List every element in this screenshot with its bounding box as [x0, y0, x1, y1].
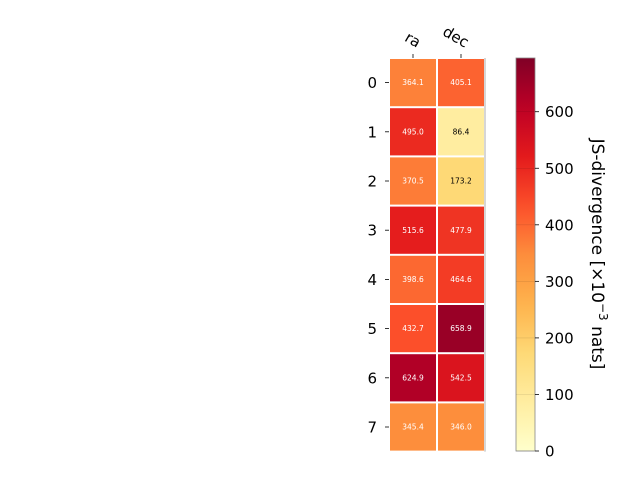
heatmap-cell-label: 464.6 — [450, 275, 472, 284]
heatmap-cell-label: 658.9 — [450, 324, 472, 333]
row-tick-label: 7 — [367, 419, 377, 437]
heatmap-cell — [390, 108, 436, 156]
row-tick-label: 6 — [367, 369, 377, 387]
heatmap-cell-label: 398.6 — [402, 275, 424, 284]
row-tick-label: 5 — [367, 320, 377, 338]
heatmap-cell-label: 370.5 — [402, 177, 424, 186]
colorbar-label-prefix: JS-divergence [×10 — [587, 138, 607, 303]
heatmap-cell-label: 624.9 — [402, 373, 424, 382]
heatmap-cell-label: 345.4 — [402, 423, 424, 432]
column-tick-label: ra — [402, 28, 424, 51]
colorbar: 0 100 200 300 400 500 600 JS-divergence [×10−3 … — [515, 57, 610, 461]
row-tick-label: 0 — [367, 74, 377, 92]
heatmap-cell — [390, 354, 436, 402]
heatmap-cell-label: 173.2 — [450, 177, 472, 186]
heatmap-cell — [390, 59, 436, 107]
heatmap-cell — [438, 255, 484, 303]
heatmap-cell — [390, 157, 436, 205]
heatmap-cell — [438, 108, 484, 156]
heatmap-cell-label: 495.0 — [402, 127, 424, 136]
colorbar-label-suffix: nats] — [587, 321, 607, 370]
heatmap-cell-label: 346.0 — [450, 423, 472, 432]
heatmap-cell — [390, 305, 436, 353]
colorbar-tick-label: 500 — [545, 160, 574, 178]
colorbar-bar — [515, 57, 536, 452]
colorbar-label-exponent: −3 — [596, 303, 610, 321]
row-tick-label: 1 — [367, 123, 377, 141]
heatmap-cell-label: 86.4 — [453, 127, 470, 136]
heatmap-cell-label: 432.7 — [402, 324, 424, 333]
row-tick-label: 2 — [367, 173, 377, 191]
heatmap-cell — [438, 157, 484, 205]
colorbar-tick-label: 0 — [545, 443, 555, 461]
colorbar-tick-label: 200 — [545, 329, 574, 347]
column-tick-label: dec — [440, 22, 472, 51]
heatmap-cell — [390, 206, 436, 254]
heatmap-cell — [390, 255, 436, 303]
heatmap-cell — [390, 403, 436, 451]
colorbar-tick-label: 400 — [545, 216, 574, 234]
row-tick-label: 3 — [367, 222, 377, 240]
colorbar-tick-label: 600 — [545, 103, 574, 121]
heatmap-cell — [438, 305, 484, 353]
heatmap-cell-label: 364.1 — [402, 78, 424, 87]
colorbar-tick-label: 100 — [545, 386, 574, 404]
heatmap-cell-label: 542.5 — [450, 373, 472, 382]
row-tick-label: 4 — [367, 271, 377, 289]
heatmap-cell — [438, 403, 484, 451]
colorbar-label: JS-divergence [×10−3 nats] — [587, 138, 610, 370]
heatmap-cell — [438, 354, 484, 402]
heatmap-cell-label: 405.1 — [450, 78, 472, 87]
heatmap-cell-label: 515.6 — [402, 226, 424, 235]
colorbar-tick-label: 300 — [545, 273, 574, 291]
heatmap-cell-label: 477.9 — [450, 226, 472, 235]
heatmap-cell — [438, 206, 484, 254]
heatmap-cells: 364.1 405.1 495.0 86.4 370.5 173.2 515.6 477.9 3… — [367, 22, 486, 452]
heatmap-cell — [438, 59, 484, 107]
